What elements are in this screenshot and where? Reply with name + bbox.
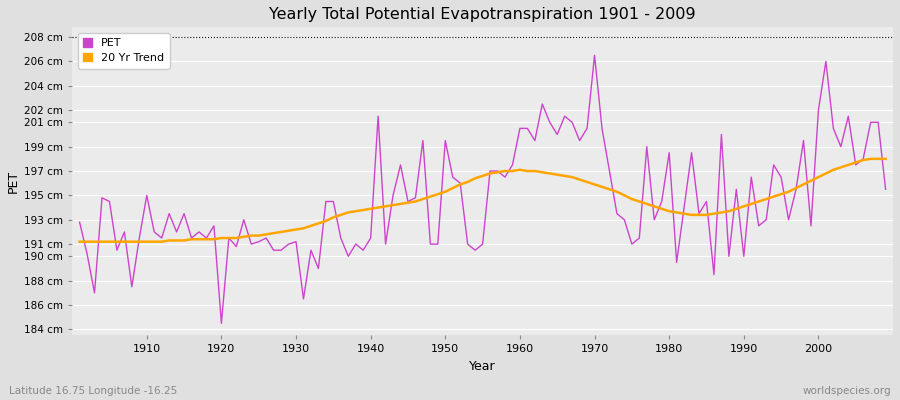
Text: Latitude 16.75 Longitude -16.25: Latitude 16.75 Longitude -16.25 <box>9 386 177 396</box>
Y-axis label: PET: PET <box>7 170 20 193</box>
Title: Yearly Total Potential Evapotranspiration 1901 - 2009: Yearly Total Potential Evapotranspiratio… <box>269 7 696 22</box>
Legend: PET, 20 Yr Trend: PET, 20 Yr Trend <box>77 33 170 69</box>
X-axis label: Year: Year <box>469 360 496 373</box>
Text: worldspecies.org: worldspecies.org <box>803 386 891 396</box>
